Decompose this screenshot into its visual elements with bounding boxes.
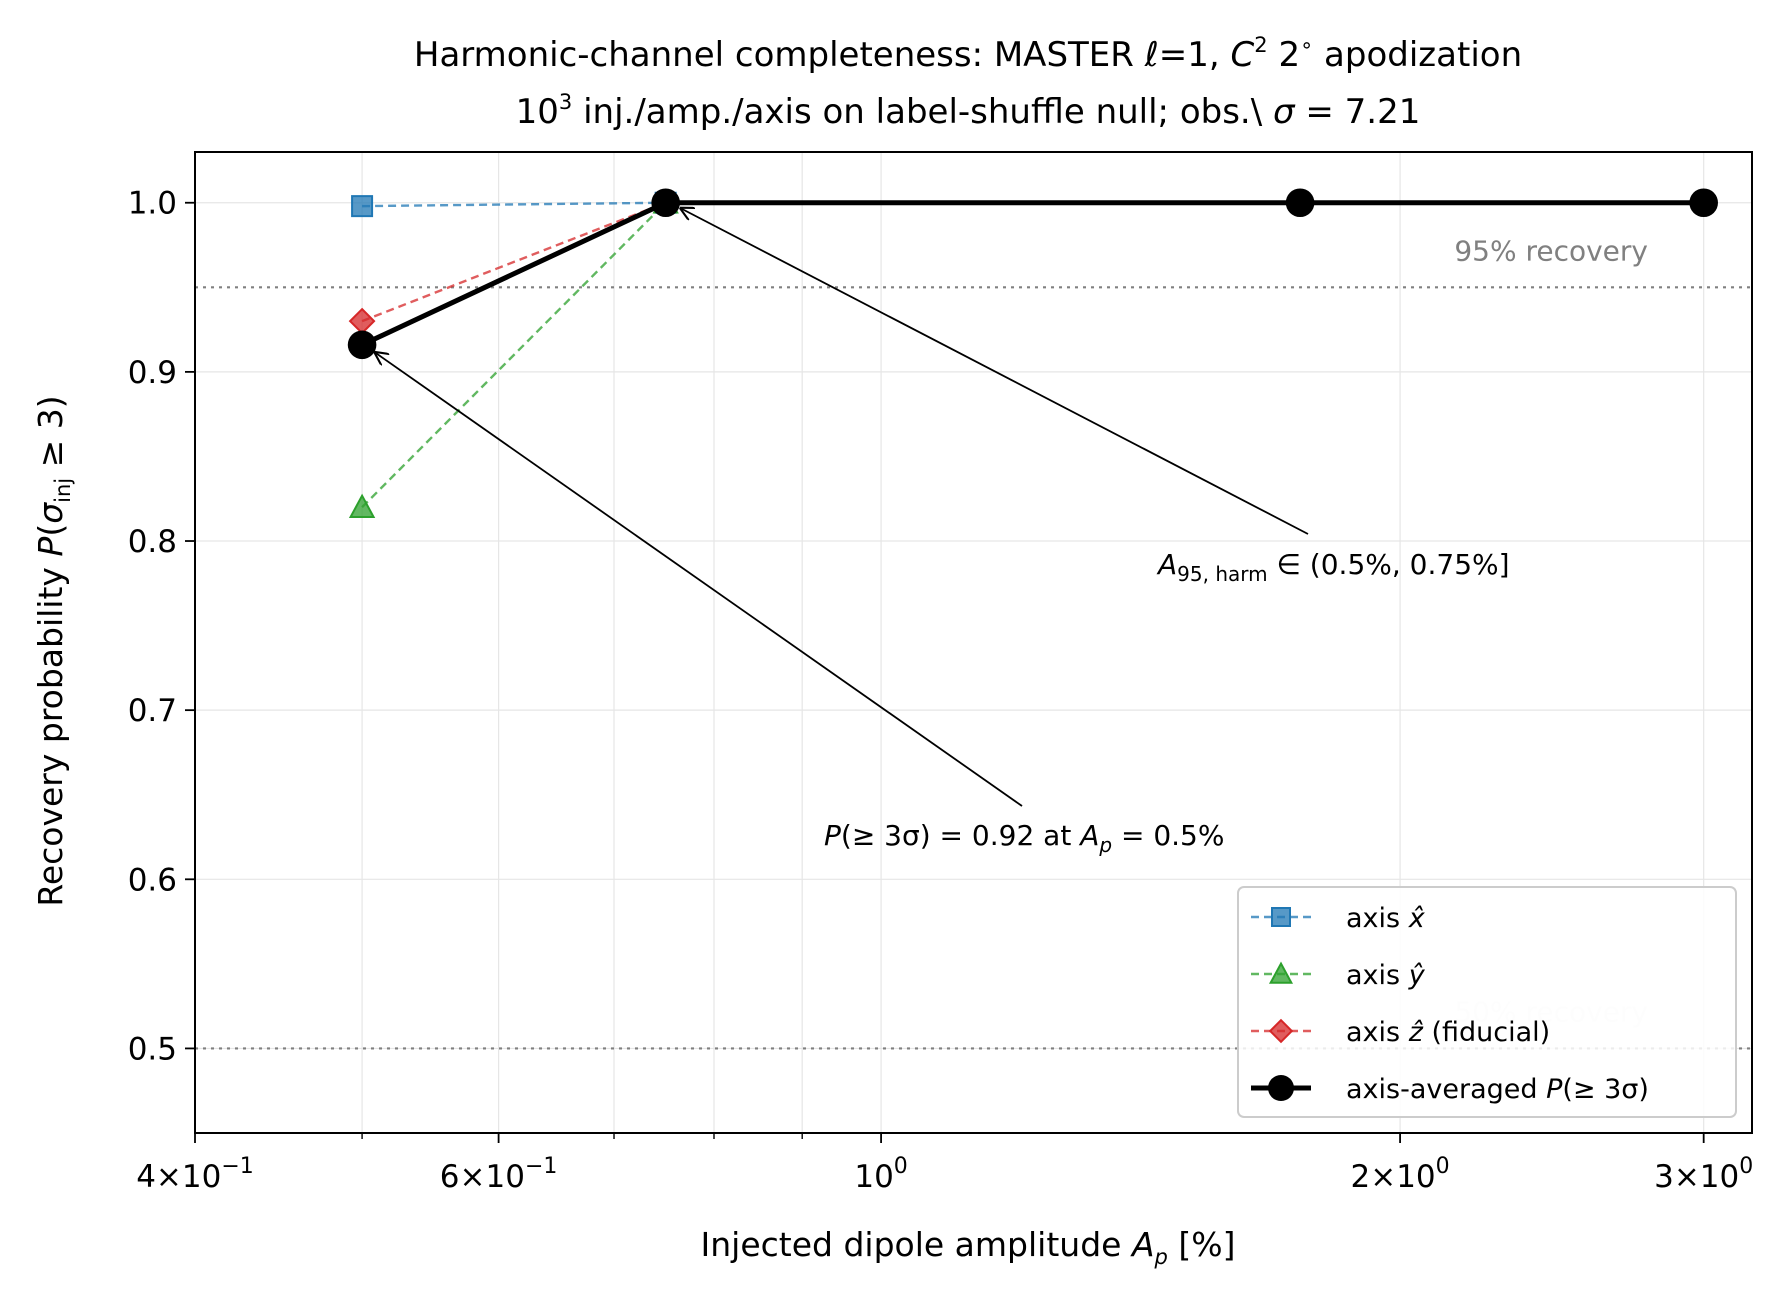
legend: axis x̂ axis ŷ axis ẑ (fiducial) axis-avera…: [1237, 886, 1737, 1118]
y-axis-label: Recovery probability P(σinj ≥ 3): [31, 395, 75, 906]
legend-entry: axis ŷ: [1251, 960, 1426, 991]
square-marker: [1271, 907, 1291, 927]
x-tick-label: 2×100: [1350, 1154, 1449, 1195]
y-tick-label: 0.5: [128, 1031, 177, 1067]
y-tick-label: 0.7: [128, 693, 177, 729]
circle-marker: [1285, 188, 1315, 218]
reference-line-label: 95% recovery: [1454, 234, 1648, 267]
legend-label: axis-averaged P(≥ 3σ): [1346, 1074, 1649, 1105]
circle-marker: [347, 330, 377, 360]
chart-title-line1: Harmonic-channel completeness: MASTER ℓ=…: [414, 33, 1522, 75]
x-tick-label: 4×10−1: [136, 1154, 254, 1195]
legend-entry: axis x̂: [1251, 903, 1426, 934]
annotations: A95, harm ∈ (0.5%, 0.75%] P(≥ 3σ) = 0.92 …: [374, 208, 1510, 857]
annotation-arrow-a95: [680, 208, 1309, 535]
triangle-marker: [1268, 961, 1294, 984]
y-tick-label: 1.0: [128, 186, 177, 222]
series-line: [361, 201, 667, 323]
circle-marker: [1689, 188, 1718, 218]
annotation-a95: A95, harm ∈ (0.5%, 0.75%]: [1156, 548, 1510, 586]
plot-frame: [194, 151, 1753, 1134]
series: [347, 188, 1718, 518]
legend-label: axis ẑ (fiducial): [1346, 1017, 1550, 1048]
circle-marker: [1268, 1075, 1294, 1101]
x-tick-label: 100: [854, 1154, 907, 1195]
x-tick-label: 3×100: [1654, 1154, 1753, 1195]
legend-entry: axis-averaged P(≥ 3σ): [1251, 1074, 1649, 1105]
x-axis-label: Injected dipole amplitude Ap [%]: [701, 1225, 1236, 1269]
triangle-marker: [348, 493, 376, 518]
chart-title-line2: 103 inj./amp./axis on label-shuffle null…: [516, 90, 1421, 132]
series-line: [361, 201, 667, 509]
legend-frame: [1237, 886, 1737, 1118]
series-group: [347, 188, 1718, 360]
legend-label: axis x̂: [1346, 903, 1426, 934]
legend-entry: axis ẑ (fiducial): [1251, 1017, 1550, 1048]
annotation-arrow-p3sigma: [374, 352, 1023, 807]
series-line: [362, 201, 666, 208]
series-line: [361, 200, 1704, 348]
legend-label: axis ŷ: [1346, 960, 1426, 991]
axis-ticks: 4×10−1 6×10−1 100 2×100 3×100 0.5 0.6 0.7 0.8 0.9…: [128, 186, 1754, 1195]
circle-marker: [651, 188, 680, 218]
square-marker: [351, 195, 374, 218]
x-tick-label: 6×10−1: [440, 1154, 558, 1195]
annotation-p3sigma: P(≥ 3σ) = 0.92 at Ap = 0.5%: [824, 819, 1224, 857]
y-tick-label: 0.6: [128, 862, 177, 898]
diamond-marker: [1268, 1018, 1294, 1044]
y-tick-label: 0.8: [128, 524, 177, 560]
y-tick-label: 0.9: [128, 355, 177, 391]
